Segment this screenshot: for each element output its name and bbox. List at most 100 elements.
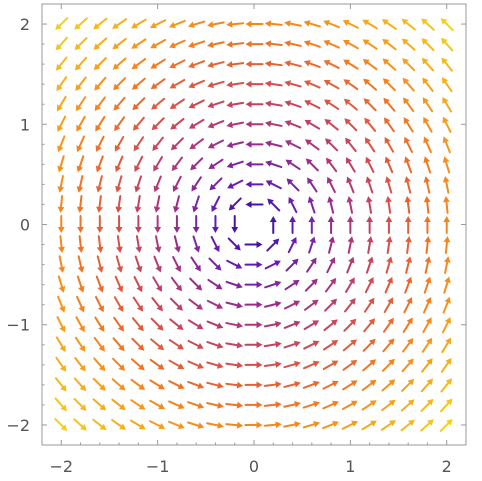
y-tick-label: 0 bbox=[20, 216, 30, 235]
vector-arrow bbox=[423, 296, 432, 314]
vector-arrow bbox=[380, 420, 396, 431]
arrow-head bbox=[382, 38, 390, 46]
vector-arrow bbox=[264, 300, 282, 308]
arrow-head bbox=[57, 165, 64, 173]
vector-arrow bbox=[323, 59, 340, 69]
arrow-head bbox=[188, 82, 196, 89]
vector-arrow bbox=[111, 378, 126, 391]
vector-arrow bbox=[304, 100, 321, 110]
vector-arrow bbox=[383, 297, 394, 314]
arrow-head bbox=[95, 145, 102, 152]
vector-arrow bbox=[150, 78, 166, 90]
vector-arrow bbox=[112, 57, 127, 70]
vector-arrow bbox=[342, 359, 358, 371]
arrow-head bbox=[138, 383, 146, 390]
arrow-head bbox=[256, 261, 263, 268]
vector-arrow bbox=[363, 98, 377, 112]
vector-arrow bbox=[173, 215, 181, 233]
vector-arrow bbox=[266, 238, 280, 252]
vector-arrow bbox=[264, 40, 283, 48]
arrow-head bbox=[328, 236, 335, 243]
arrow-head bbox=[423, 196, 431, 203]
vector-arrow bbox=[131, 337, 145, 351]
vector-arrow bbox=[264, 20, 283, 28]
arrow-head bbox=[345, 157, 352, 164]
arrow-head bbox=[226, 161, 234, 169]
arrow-head bbox=[402, 77, 410, 85]
vector-arrow bbox=[93, 17, 108, 30]
vector-arrow bbox=[442, 136, 451, 154]
arrow-head bbox=[256, 401, 263, 409]
vector-arrow bbox=[404, 276, 413, 294]
arrow-head bbox=[55, 63, 63, 71]
arrow-head bbox=[388, 379, 396, 386]
vector-arrow bbox=[57, 215, 65, 233]
arrow-head bbox=[289, 216, 296, 222]
arrow-head bbox=[57, 186, 65, 193]
arrow-head bbox=[423, 176, 431, 183]
vector-arrow bbox=[92, 418, 107, 431]
arrow-head bbox=[228, 203, 236, 211]
arrow-head bbox=[245, 20, 252, 28]
vector-arrow bbox=[225, 361, 244, 369]
arrow-head bbox=[303, 60, 311, 67]
vector-arrow bbox=[149, 379, 165, 390]
vector-arrow bbox=[443, 236, 451, 255]
arrow-head bbox=[74, 43, 82, 51]
arrow-head bbox=[115, 185, 122, 193]
vector-arrow bbox=[307, 177, 318, 193]
arrow-head bbox=[135, 246, 143, 253]
y-tick-label: 1 bbox=[20, 115, 30, 134]
arrow-head bbox=[367, 277, 374, 284]
arrow-head bbox=[265, 180, 273, 187]
vector-arrow bbox=[150, 19, 167, 29]
arrow-head bbox=[74, 63, 82, 71]
vector-arrow bbox=[245, 120, 264, 128]
arrow-head bbox=[191, 184, 198, 192]
vector-arrow bbox=[364, 137, 376, 153]
vector-arrow bbox=[170, 117, 185, 130]
vector-arrow bbox=[168, 380, 185, 390]
vector-arrow bbox=[402, 58, 416, 72]
arrow-head bbox=[404, 176, 411, 183]
arrow-head bbox=[196, 303, 203, 310]
arrow-head bbox=[312, 340, 320, 347]
vector-arrow bbox=[382, 317, 394, 333]
arrow-head bbox=[442, 136, 449, 144]
arrow-head bbox=[75, 84, 82, 91]
arrow-head bbox=[265, 160, 272, 167]
vector-arrow bbox=[94, 316, 105, 332]
x-tick-label: −1 bbox=[146, 457, 170, 476]
vector-arrow bbox=[96, 255, 104, 273]
arrow-head bbox=[216, 362, 224, 369]
arrow-head bbox=[304, 80, 311, 87]
arrow-head bbox=[348, 256, 355, 264]
vector-arrow bbox=[153, 156, 164, 172]
vector-arrow bbox=[95, 135, 105, 152]
arrow-head bbox=[56, 104, 63, 112]
arrow-head bbox=[98, 364, 106, 372]
arrow-head bbox=[426, 378, 434, 386]
vector-arrow bbox=[75, 96, 87, 112]
arrow-head bbox=[173, 227, 181, 233]
vector-arrow bbox=[131, 38, 147, 49]
vector-arrow bbox=[170, 137, 184, 151]
arrow-head bbox=[245, 80, 252, 88]
vector-arrow bbox=[265, 160, 283, 169]
arrow-head bbox=[138, 403, 146, 410]
vector-arrow bbox=[152, 136, 164, 151]
vector-arrow bbox=[362, 59, 378, 71]
vector-arrow bbox=[172, 255, 182, 273]
vector-arrow bbox=[113, 296, 124, 313]
vector-arrow bbox=[400, 419, 415, 432]
arrow-head bbox=[445, 357, 452, 365]
arrow-head bbox=[404, 136, 411, 144]
arrow-head bbox=[293, 340, 301, 348]
vector-arrow bbox=[384, 276, 394, 294]
arrow-head bbox=[55, 43, 63, 51]
vector-arrow bbox=[207, 139, 225, 149]
arrow-head bbox=[331, 340, 339, 347]
vector-arrow bbox=[54, 417, 68, 431]
vector-arrow bbox=[344, 298, 356, 313]
arrow-head bbox=[226, 40, 233, 48]
